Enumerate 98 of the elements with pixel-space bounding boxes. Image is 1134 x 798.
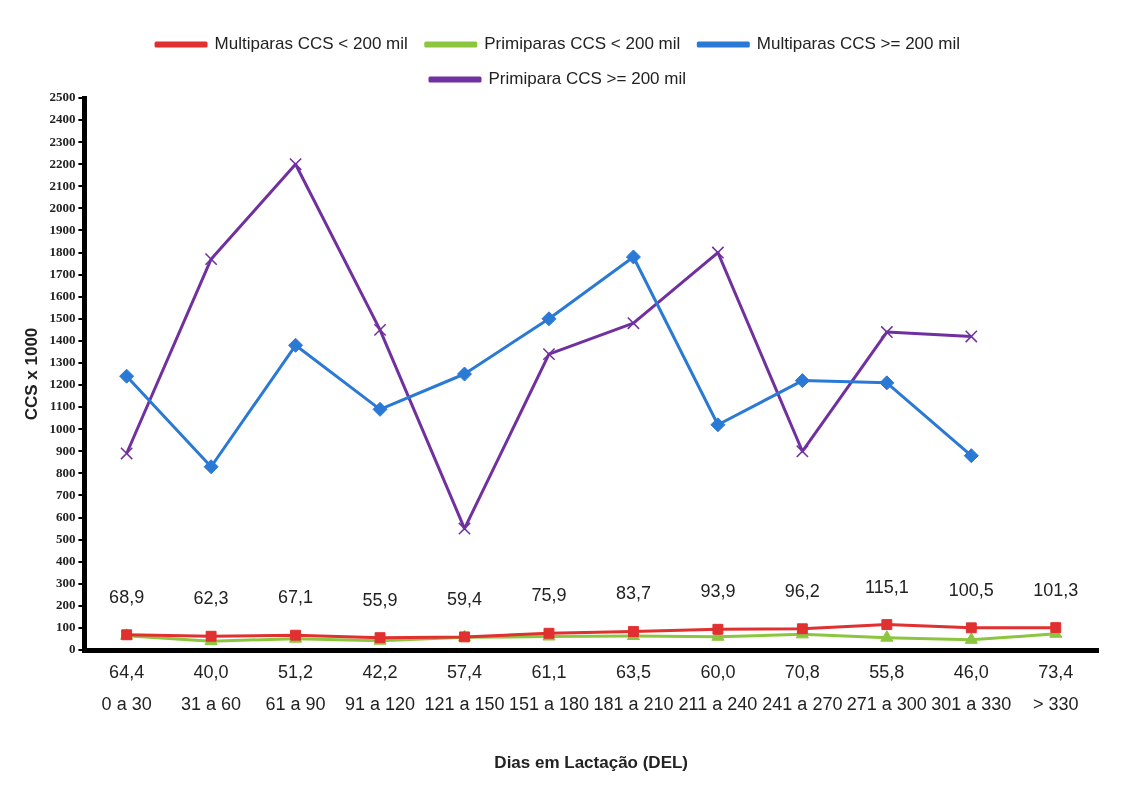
point	[203, 459, 219, 475]
point	[119, 368, 135, 384]
legend-label: Multiparas CCS < 200 mil	[214, 34, 408, 54]
y-tick-label: 1100	[50, 398, 76, 414]
x-tick-label: 0 a 30	[101, 693, 152, 714]
point	[964, 632, 978, 644]
x-tick-label: 301 a 330	[931, 693, 1012, 714]
y-tick-label: 1700	[49, 266, 76, 281]
point	[963, 448, 979, 464]
x-tick-label: 211 a 240	[678, 693, 758, 714]
data-label: 75,9	[531, 585, 567, 606]
x-tick-label: 151 a 180	[508, 693, 590, 714]
point	[373, 323, 387, 337]
point	[120, 447, 134, 460]
data-label: 73,4	[1038, 661, 1074, 682]
point	[625, 249, 641, 265]
y-tick-label: 1200	[49, 376, 76, 392]
data-label: 70,8	[784, 661, 820, 682]
point	[794, 373, 810, 389]
point	[204, 252, 218, 266]
x-tick-label: 61 a 90	[265, 693, 326, 714]
legend-label: Multiparas CCS >= 200 mil	[756, 34, 960, 54]
point	[712, 623, 724, 635]
x-tick-label: 91 a 120	[344, 693, 416, 714]
x-tick-label: > 330	[1032, 693, 1079, 714]
data-label: 96,2	[784, 580, 820, 601]
y-tick-label: 600	[55, 508, 76, 524]
point	[711, 246, 725, 259]
point	[880, 630, 894, 642]
y-tick-label: 500	[55, 530, 76, 546]
data-label: 101,3	[1033, 579, 1079, 600]
y-tick-label: 300	[55, 575, 76, 591]
y-tick-label: 2200	[49, 155, 76, 171]
data-label: 64,4	[109, 661, 145, 682]
y-tick-label: 1000	[49, 420, 76, 436]
y-tick-label: 800	[55, 464, 76, 480]
point	[372, 401, 388, 417]
y-tick-label: 1600	[49, 288, 76, 304]
point	[289, 157, 302, 171]
data-label: 55,9	[362, 589, 398, 610]
data-label: 68,9	[109, 586, 145, 607]
point	[541, 311, 557, 327]
y-tick-label: 900	[55, 442, 76, 458]
point	[879, 375, 895, 391]
x-tick-label: 181 a 210	[593, 693, 674, 714]
data-label: 100,5	[948, 579, 994, 600]
point	[627, 316, 640, 330]
data-label: 42,2	[362, 661, 398, 682]
y-tick-label: 1900	[49, 221, 76, 237]
data-label: 83,7	[615, 583, 651, 604]
point	[965, 622, 977, 634]
y-tick-label: 1800	[49, 243, 76, 259]
data-label: 93,9	[700, 581, 736, 602]
legend-label: Primiparas CCS < 200 mil	[484, 34, 681, 54]
point	[881, 619, 893, 631]
y-tick-label: 0	[68, 641, 76, 657]
data-label: 46,0	[953, 661, 989, 682]
point	[542, 347, 556, 361]
y-tick-label: 200	[55, 597, 76, 613]
data-label: 51,2	[278, 661, 314, 682]
data-label: 62,3	[193, 588, 229, 609]
legend-label: Primipara CCS >= 200 mil	[488, 69, 686, 89]
point	[288, 337, 304, 353]
point	[205, 630, 217, 642]
point	[796, 623, 808, 635]
data-label: 67,1	[278, 587, 314, 608]
point	[457, 366, 472, 382]
y-tick-label: 400	[55, 553, 76, 569]
data-label: 59,4	[446, 588, 483, 609]
data-label: 55,8	[869, 661, 905, 682]
point	[1050, 622, 1062, 634]
y-tick-label: 2000	[49, 199, 76, 215]
y-tick-label: 2400	[49, 111, 76, 127]
point	[964, 330, 978, 343]
x-tick-label: 31 a 60	[181, 693, 242, 714]
point	[710, 417, 726, 433]
point	[458, 522, 471, 535]
data-label: 63,5	[615, 661, 651, 682]
x-tick-label: 121 a 150	[424, 693, 505, 714]
x-tick-label: 271 a 300	[846, 693, 927, 714]
data-label: 115,1	[864, 576, 909, 597]
point	[795, 444, 809, 458]
y-axis-title: CCS x 1000	[21, 327, 41, 421]
y-tick-label: 1500	[49, 310, 76, 326]
y-tick-label: 100	[55, 619, 76, 635]
data-label: 60,0	[700, 661, 736, 682]
data-label: 61,1	[531, 661, 567, 682]
data-label: 57,4	[446, 661, 483, 682]
y-tick-label: 700	[55, 486, 76, 502]
x-tick-label: 241 a 270	[762, 693, 843, 714]
y-tick-label: 2500	[49, 89, 76, 105]
x-axis-title: Dias em Lactação (DEL)	[494, 753, 689, 773]
y-tick-label: 2100	[49, 177, 76, 193]
y-tick-label: 1300	[49, 354, 76, 370]
data-label: 40,0	[193, 661, 229, 682]
point	[880, 325, 894, 339]
y-tick-label: 2300	[49, 133, 76, 149]
y-tick-label: 1400	[49, 332, 76, 348]
